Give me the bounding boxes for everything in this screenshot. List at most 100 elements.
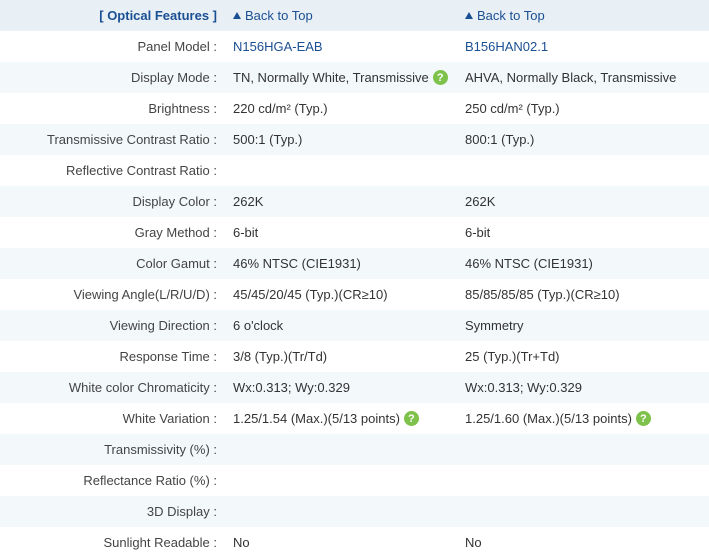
row-value-1: 220 cd/m² (Typ.) [225,101,457,116]
row-value-2: 262K [457,194,709,209]
value-text: 6-bit [233,225,258,240]
value-text: 800:1 (Typ.) [465,132,534,147]
row-label: Panel Model : [0,39,225,54]
row-value-1: 3/8 (Typ.)(Tr/Td) [225,349,457,364]
panel-model-link[interactable]: N156HGA-EAB [233,39,323,54]
value-text: 1.25/1.60 (Max.)(5/13 points) [465,411,632,426]
value-text: No [233,535,250,550]
row-label: Color Gamut : [0,256,225,271]
value-text: 45/45/20/45 (Typ.)(CR≥10) [233,287,388,302]
row-label: Display Color : [0,194,225,209]
table-row: Color Gamut : 46% NTSC (CIE1931) 46% NTSC … [0,248,709,279]
value-text: 46% NTSC (CIE1931) [233,256,361,271]
panel-model-link[interactable]: B156HAN02.1 [465,39,548,54]
value-text: 262K [465,194,495,209]
row-label: Viewing Direction : [0,318,225,333]
value-text: Symmetry [465,318,524,333]
row-value-1: 262K [225,194,457,209]
triangle-up-icon [465,12,473,19]
table-row: Transmissive Contrast Ratio : 500:1 (Typ.… [0,124,709,155]
back-to-top-link[interactable]: Back to Top [465,8,545,23]
value-text: 3/8 (Typ.)(Tr/Td) [233,349,327,364]
table-row: Sunlight Readable : No No [0,527,709,558]
back-to-top-label: Back to Top [477,8,545,23]
row-value-1: N156HGA-EAB [225,39,457,54]
row-label: White Variation : [0,411,225,426]
row-value-2: AHVA, Normally Black, Transmissive [457,70,709,85]
row-value-2: Symmetry [457,318,709,333]
table-row: Viewing Angle(L/R/U/D) : 45/45/20/45 (Typ… [0,279,709,310]
row-label: Display Mode : [0,70,225,85]
back-to-top-link[interactable]: Back to Top [233,8,313,23]
section-title-text: [ Optical Features ] [99,8,217,23]
value-text: 262K [233,194,263,209]
row-value-1: 500:1 (Typ.) [225,132,457,147]
value-text: 46% NTSC (CIE1931) [465,256,593,271]
row-label: 3D Display : [0,504,225,519]
value-text: 250 cd/m² (Typ.) [465,101,560,116]
optical-features-table: [ Optical Features ] Back to Top Back to… [0,0,709,558]
row-label: Sunlight Readable : [0,535,225,550]
back-to-top-label: Back to Top [245,8,313,23]
row-value-1: 6 o'clock [225,318,457,333]
value-text: 6 o'clock [233,318,283,333]
row-label: Reflectance Ratio (%) : [0,473,225,488]
row-label: White color Chromaticity : [0,380,225,395]
section-header-row: [ Optical Features ] Back to Top Back to… [0,0,709,31]
header-col2: Back to Top [457,8,709,23]
row-label: Brightness : [0,101,225,116]
row-value-2: 46% NTSC (CIE1931) [457,256,709,271]
table-row: Viewing Direction : 6 o'clock Symmetry [0,310,709,341]
row-value-2: Wx:0.313; Wy:0.329 [457,380,709,395]
table-row: Panel Model : N156HGA-EAB B156HAN02.1 [0,31,709,62]
value-text: Wx:0.313; Wy:0.329 [465,380,582,395]
row-value-1: No [225,535,457,550]
row-value-2: No [457,535,709,550]
table-row: Reflective Contrast Ratio : [0,155,709,186]
table-row: White Variation :1.25/1.54 (Max.)(5/13 p… [0,403,709,434]
row-value-1: Wx:0.313; Wy:0.329 [225,380,457,395]
header-col1: Back to Top [225,8,457,23]
row-value-1: 45/45/20/45 (Typ.)(CR≥10) [225,287,457,302]
row-label: Gray Method : [0,225,225,240]
value-text: AHVA, Normally Black, Transmissive [465,70,676,85]
row-value-2: 85/85/85/85 (Typ.)(CR≥10) [457,287,709,302]
table-row: Response Time : 3/8 (Typ.)(Tr/Td) 25 (Typ.… [0,341,709,372]
help-icon[interactable]: ? [433,70,448,85]
table-row: Brightness : 220 cd/m² (Typ.) 250 cd/m² (T… [0,93,709,124]
table-row: Reflectance Ratio (%) : [0,465,709,496]
section-title: [ Optical Features ] [0,8,225,23]
row-label: Response Time : [0,349,225,364]
help-icon[interactable]: ? [404,411,419,426]
row-value-2: 800:1 (Typ.) [457,132,709,147]
table-row: Gray Method : 6-bit 6-bit [0,217,709,248]
row-value-2: 250 cd/m² (Typ.) [457,101,709,116]
value-text: 6-bit [465,225,490,240]
table-row: Display Mode :TN, Normally White, Transm… [0,62,709,93]
value-text: 25 (Typ.)(Tr+Td) [465,349,560,364]
value-text: 1.25/1.54 (Max.)(5/13 points) [233,411,400,426]
row-value-2: B156HAN02.1 [457,39,709,54]
row-value-1: TN, Normally White, Transmissive? [225,70,457,85]
value-text: Wx:0.313; Wy:0.329 [233,380,350,395]
row-label: Reflective Contrast Ratio : [0,163,225,178]
value-text: TN, Normally White, Transmissive [233,70,429,85]
value-text: 85/85/85/85 (Typ.)(CR≥10) [465,287,620,302]
table-row: 3D Display : [0,496,709,527]
row-value-2: 1.25/1.60 (Max.)(5/13 points)? [457,411,709,426]
triangle-up-icon [233,12,241,19]
row-label: Transmissivity (%) : [0,442,225,457]
table-row: White color Chromaticity : Wx:0.313; Wy:0… [0,372,709,403]
row-value-1: 6-bit [225,225,457,240]
row-value-1: 1.25/1.54 (Max.)(5/13 points)? [225,411,457,426]
row-value-1: 46% NTSC (CIE1931) [225,256,457,271]
table-row: Display Color : 262K 262K [0,186,709,217]
row-value-2: 6-bit [457,225,709,240]
row-label: Transmissive Contrast Ratio : [0,132,225,147]
value-text: No [465,535,482,550]
help-icon[interactable]: ? [636,411,651,426]
table-row: Transmissivity (%) : [0,434,709,465]
value-text: 500:1 (Typ.) [233,132,302,147]
row-label: Viewing Angle(L/R/U/D) : [0,287,225,302]
value-text: 220 cd/m² (Typ.) [233,101,328,116]
